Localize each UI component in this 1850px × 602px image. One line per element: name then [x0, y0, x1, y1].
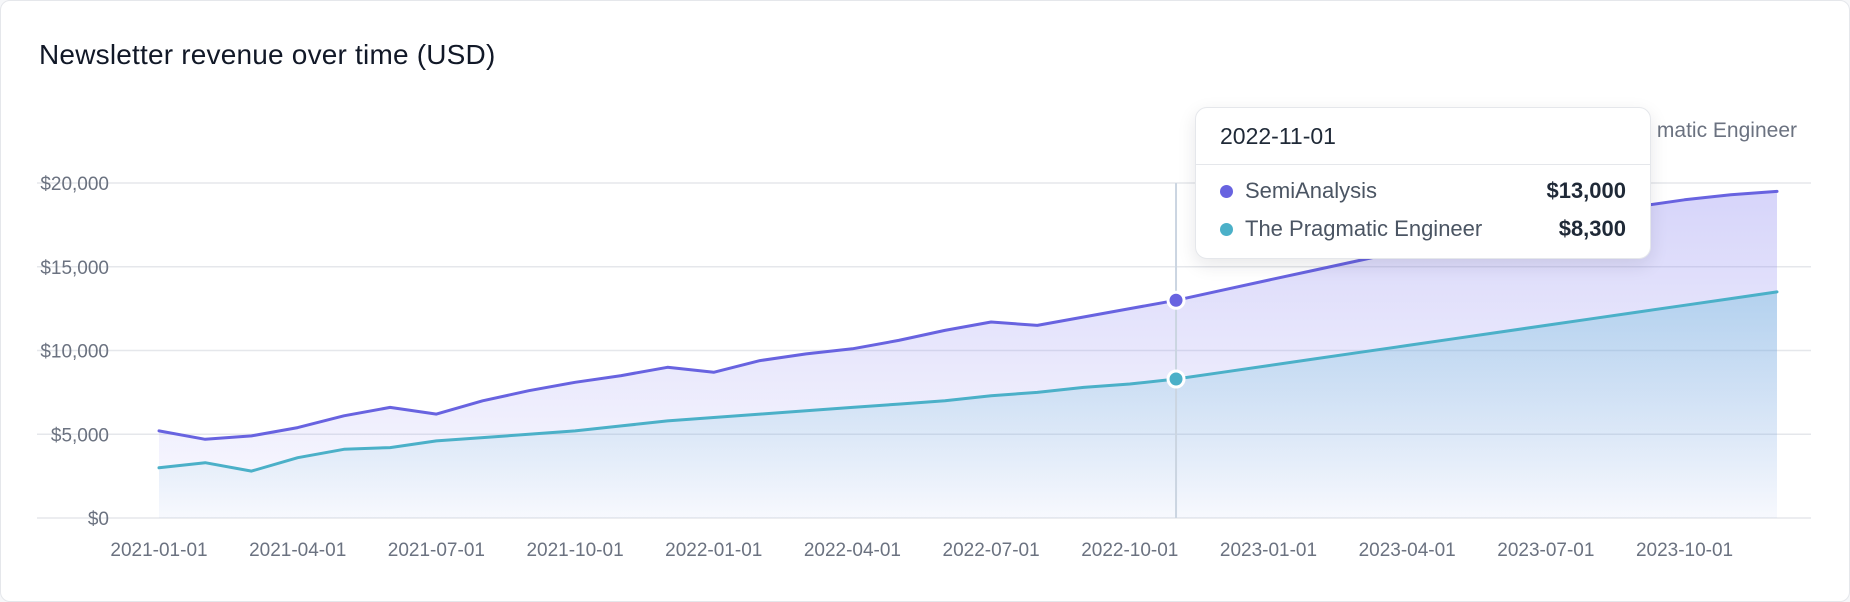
x-tick-label: 2021-01-01 [110, 540, 207, 561]
chart-legend: matic Engineer [1657, 119, 1797, 143]
tooltip-series-value: $8,300 [1558, 216, 1626, 241]
tooltip-series-name: SemiAnalysis [1245, 178, 1378, 203]
legend-item-partial[interactable]: matic Engineer [1657, 119, 1797, 143]
x-tick-label: 2023-07-01 [1497, 540, 1594, 561]
legend-label-partial: matic Engineer [1656, 119, 1797, 142]
x-tick-label: 2022-04-01 [804, 540, 901, 561]
tooltip-date: 2022-11-01 [1196, 108, 1650, 165]
hover-crosshair [1166, 183, 1186, 518]
x-tick-label: 2021-10-01 [526, 540, 623, 561]
y-tick-label: $15,000 [40, 258, 109, 279]
y-axis-ticks: $0 $5,000 $10,000 $15,000 $20,000 [40, 174, 109, 530]
x-tick-label: 2023-10-01 [1636, 540, 1733, 561]
x-tick-label: 2021-07-01 [388, 540, 485, 561]
x-axis-ticks: 2021-01-01 2021-04-01 2021-07-01 2021-10-01… [110, 540, 1733, 561]
x-tick-label: 2023-04-01 [1359, 540, 1456, 561]
hover-point-1[interactable] [1166, 369, 1186, 389]
series-line-1[interactable] [157, 290, 1779, 473]
tooltip-row-pragmatic-engineer: The Pragmatic Engineer $8,300 [1196, 210, 1650, 248]
x-tick-label: 2022-01-01 [665, 540, 762, 561]
y-tick-label: $5,000 [51, 425, 109, 446]
hover-tooltip: 2022-11-01 SemiAnalysis $13,000 The Prag… [1195, 107, 1651, 259]
series-areas [159, 191, 1777, 518]
series-area-1 [159, 291, 1777, 518]
semianalysis-dot-icon [1220, 184, 1233, 198]
chart-title: Newsletter revenue over time (USD) [39, 39, 496, 70]
tooltip-series-value: $13,000 [1546, 178, 1626, 203]
x-tick-label: 2022-10-01 [1081, 540, 1178, 561]
tooltip-series-name: The Pragmatic Engineer [1245, 216, 1483, 241]
x-tick-label: 2022-07-01 [943, 540, 1040, 561]
x-tick-label: 2023-01-01 [1220, 540, 1317, 561]
y-tick-label: $10,000 [40, 342, 109, 363]
y-tick-label: $0 [88, 509, 109, 530]
pragmatic-engineer-dot-icon [1220, 222, 1233, 236]
x-tick-label: 2021-04-01 [249, 540, 346, 561]
tooltip-row-semianalysis: SemiAnalysis $13,000 [1196, 172, 1650, 210]
hover-point-0[interactable] [1166, 290, 1186, 310]
y-tick-label: $20,000 [40, 174, 109, 195]
